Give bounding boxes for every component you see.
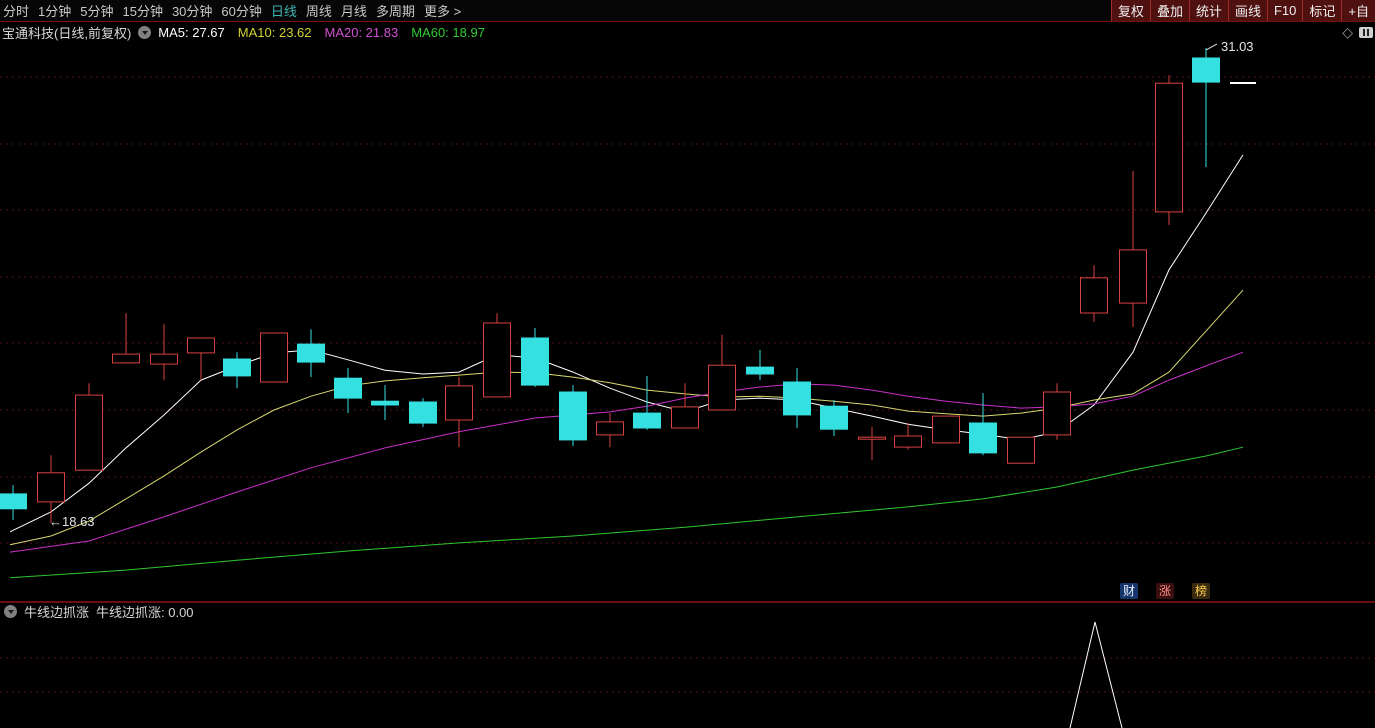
period-tabbar: 分时 1分钟 5分钟 15分钟 30分钟 60分钟 日线 周线 月线 多周期 更…: [0, 0, 1375, 22]
ma20-value: MA20: 21.83: [324, 24, 399, 40]
tab-finance[interactable]: 财: [1120, 583, 1138, 599]
toolbar-buttons: 复权 叠加 统计 画线 F10 标记 +自: [1110, 0, 1375, 21]
indicator-collapse-chevron-icon[interactable]: [4, 605, 17, 618]
ma10-value: MA10: 23.62: [237, 24, 312, 40]
ma5-value: MA5: 27.67: [158, 24, 225, 40]
indicator-spike: [1069, 621, 1123, 728]
indicator-header: 牛线边抓涨 牛线边抓涨: 0.00: [4, 604, 194, 620]
statistics-button[interactable]: 统计: [1188, 0, 1228, 21]
diamond-icon[interactable]: ◇: [1342, 24, 1353, 40]
period-tabs: 分时 1分钟 5分钟 15分钟 30分钟 60分钟 日线 周线 月线 多周期 更…: [0, 1, 470, 20]
mini-tabbar: 财 涨 榜: [1120, 583, 1228, 599]
tab-1min[interactable]: 1分钟: [38, 4, 72, 19]
tab-daily[interactable]: 日线: [270, 4, 297, 19]
indicator-value: 牛线边抓涨: 0.00: [96, 605, 194, 620]
tab-more[interactable]: 更多 >: [423, 4, 462, 19]
stock-info-bar: 宝通科技(日线,前复权) MA5: 27.67 MA10: 23.62 MA20…: [0, 22, 1375, 42]
candlestick-series: [0, 48, 1220, 523]
gridlines: [0, 76, 1375, 693]
tab-ranking[interactable]: 榜: [1192, 583, 1210, 599]
ma5-line: [9, 154, 1244, 533]
high-pointer-line: [1205, 43, 1218, 51]
ma20-line: [9, 351, 1244, 553]
tab-monthly[interactable]: 月线: [340, 4, 367, 19]
ma60-line: [9, 446, 1244, 579]
tab-fenshi[interactable]: 分时: [3, 4, 30, 19]
tab-gainers[interactable]: 涨: [1156, 583, 1174, 599]
tab-weekly[interactable]: 周线: [305, 4, 332, 19]
tab-15min[interactable]: 15分钟: [122, 4, 163, 19]
restore-rights-button[interactable]: 复权: [1110, 0, 1150, 21]
add-watchlist-button[interactable]: +自: [1341, 0, 1375, 21]
low-price-label: ←18.63: [49, 514, 95, 529]
ma10-line: [9, 289, 1244, 546]
tab-60min[interactable]: 60分钟: [221, 4, 262, 19]
tab-30min[interactable]: 30分钟: [171, 4, 213, 19]
stock-title: 宝通科技(日线,前复权): [2, 25, 132, 41]
draw-line-button[interactable]: 画线: [1227, 0, 1267, 21]
tab-5min[interactable]: 5分钟: [80, 4, 114, 19]
high-price-label: 31.03: [1221, 39, 1254, 54]
overlay-button[interactable]: 叠加: [1149, 0, 1189, 21]
f10-button[interactable]: F10: [1266, 0, 1303, 21]
collapse-chevron-icon[interactable]: [138, 25, 152, 39]
infobar-icons: ◇: [1342, 25, 1375, 39]
indicator-name: 牛线边抓涨: [24, 605, 90, 620]
mark-button[interactable]: 标记: [1302, 0, 1342, 21]
tab-multi-period[interactable]: 多周期: [375, 4, 415, 19]
ma60-value: MA60: 18.97: [411, 24, 485, 40]
panel-divider[interactable]: [0, 601, 1375, 603]
panel-layout-icon[interactable]: [1359, 26, 1373, 38]
